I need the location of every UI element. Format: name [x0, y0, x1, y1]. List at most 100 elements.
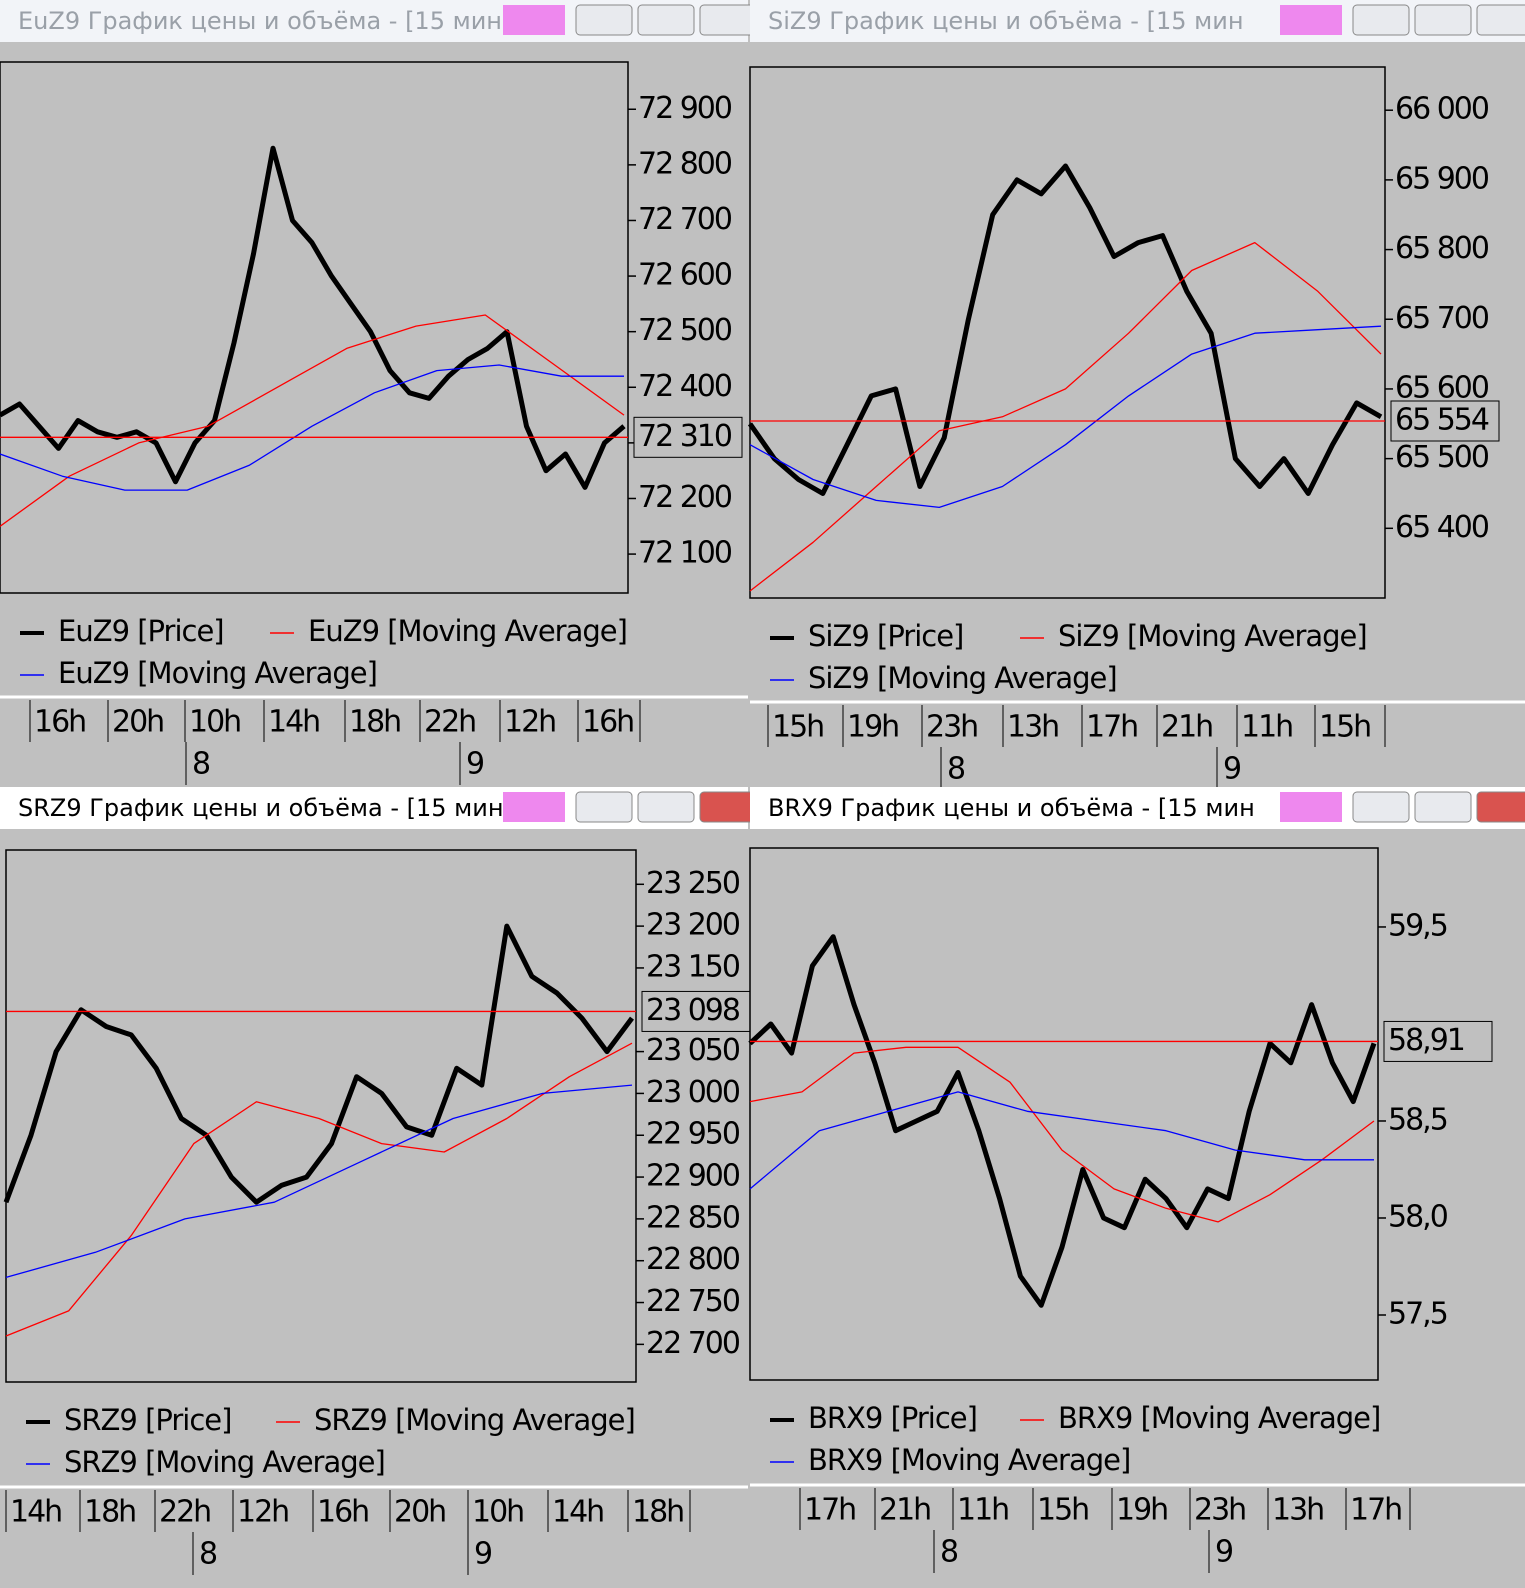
y-tick-label: 65 700 [1395, 301, 1489, 336]
legend-label: BRX9 [Moving Average] [808, 1443, 1130, 1477]
minimize-button[interactable] [575, 791, 633, 823]
legend-label: SiZ9 [Moving Average] [1058, 619, 1367, 653]
y-tick-label: 22 900 [646, 1159, 740, 1194]
time-label: 14h [10, 1495, 61, 1530]
y-tick-label: 72 900 [638, 91, 732, 126]
last-price-box [633, 416, 743, 458]
maximize-button[interactable] [1414, 4, 1472, 36]
close-button[interactable] [1476, 4, 1525, 36]
time-label: 21h [879, 1493, 930, 1528]
link-button[interactable] [503, 792, 565, 822]
time-label: 16h [317, 1495, 368, 1530]
day-label: 8 [940, 1535, 958, 1570]
minimize-button[interactable] [575, 4, 633, 36]
y-tick-label: 23 000 [646, 1075, 740, 1110]
window-title: EuZ9 График цены и объёма - [15 мин [18, 7, 502, 35]
maximize-button[interactable] [637, 791, 695, 823]
time-label: 19h [1116, 1493, 1167, 1528]
day-label: 8 [199, 1537, 217, 1572]
price-line [748, 934, 1377, 1308]
legend-label: EuZ9 [Price] [58, 614, 224, 648]
last-price-label: 72 310 [638, 419, 732, 454]
time-label: 22h [424, 705, 475, 740]
moving-average-line [5, 1084, 633, 1279]
y-tick-label: 72 500 [638, 313, 732, 348]
time-label: 23h [1194, 1493, 1245, 1528]
y-tick-label: 23 250 [646, 866, 740, 901]
last-price-box [641, 990, 751, 1032]
y-tick-label: 23 150 [646, 949, 740, 984]
close-button[interactable] [699, 791, 757, 823]
price-line [747, 163, 1383, 496]
y-tick-label: 22 700 [646, 1326, 740, 1361]
plot-area [0, 61, 629, 594]
time-label: 14h [268, 705, 319, 740]
day-label: 9 [1223, 752, 1240, 787]
time-label: 13h [1272, 1493, 1323, 1528]
time-label: 14h [552, 1495, 603, 1530]
time-label: 18h [349, 705, 400, 740]
time-label: 16h [34, 705, 85, 740]
legend-label: BRX9 [Price] [808, 1401, 977, 1435]
price-line [3, 923, 635, 1205]
day-label: 9 [474, 1537, 491, 1572]
y-tick-label: 22 800 [646, 1242, 740, 1277]
maximize-button[interactable] [637, 4, 695, 36]
window-title: BRX9 График цены и объёма - [15 мин [768, 794, 1255, 822]
time-label: 18h [84, 1495, 135, 1530]
minimize-button[interactable] [1352, 791, 1410, 823]
plot-area [749, 847, 1379, 1381]
y-tick-label: 22 950 [646, 1117, 740, 1152]
moving-average-line [749, 241, 1382, 592]
moving-average-line [749, 325, 1382, 509]
time-label: 10h [472, 1495, 523, 1530]
time-label: 19h [847, 710, 898, 745]
time-label: 23h [926, 710, 977, 745]
y-tick-label: 22 850 [646, 1200, 740, 1235]
time-label: 18h [632, 1495, 683, 1530]
legend-label: SRZ9 [Moving Average] [64, 1445, 385, 1479]
minimize-button[interactable] [1352, 4, 1410, 36]
time-label: 17h [804, 1493, 855, 1528]
y-tick-label: 58,5 [1388, 1102, 1447, 1137]
legend-label: SRZ9 [Price] [64, 1403, 231, 1437]
moving-average-line [749, 1091, 1374, 1190]
y-tick-label: 72 800 [638, 146, 732, 181]
time-label: 11h [957, 1493, 1008, 1528]
time-label: 20h [394, 1495, 445, 1530]
time-label: 15h [1319, 710, 1370, 745]
y-tick-label: 65 600 [1395, 370, 1489, 405]
time-label: 20h [112, 705, 163, 740]
link-button[interactable] [1280, 792, 1342, 822]
last-price-label: 65 554 [1395, 403, 1489, 438]
plot-area [5, 849, 637, 1383]
y-tick-label: 72 700 [638, 202, 732, 237]
last-price-box [1383, 1020, 1493, 1062]
plot-area [749, 66, 1386, 599]
legend-label: EuZ9 [Moving Average] [308, 614, 627, 648]
price-line [0, 145, 626, 490]
time-label: 15h [1037, 1493, 1088, 1528]
time-label: 11h [1241, 710, 1292, 745]
y-tick-label: 72 100 [638, 536, 732, 571]
link-button[interactable] [503, 5, 565, 35]
y-tick-label: 65 900 [1395, 161, 1489, 196]
window-title: SiZ9 График цены и объёма - [15 мин [768, 7, 1244, 35]
y-tick-label: 23 200 [646, 908, 740, 943]
link-button[interactable] [1280, 5, 1342, 35]
day-label: 8 [947, 752, 965, 787]
maximize-button[interactable] [1414, 791, 1472, 823]
y-tick-label: 57,5 [1388, 1297, 1447, 1332]
day-label: 9 [466, 747, 483, 782]
legend-label: BRX9 [Moving Average] [1058, 1401, 1380, 1435]
y-tick-label: 58,0 [1388, 1199, 1448, 1234]
time-label: 16h [582, 705, 633, 740]
close-button[interactable] [1476, 791, 1525, 823]
time-label: 15h [772, 710, 823, 745]
close-button[interactable] [699, 4, 757, 36]
y-tick-label: 72 600 [638, 258, 732, 293]
moving-average-line [749, 1046, 1375, 1223]
time-label: 17h [1350, 1493, 1401, 1528]
